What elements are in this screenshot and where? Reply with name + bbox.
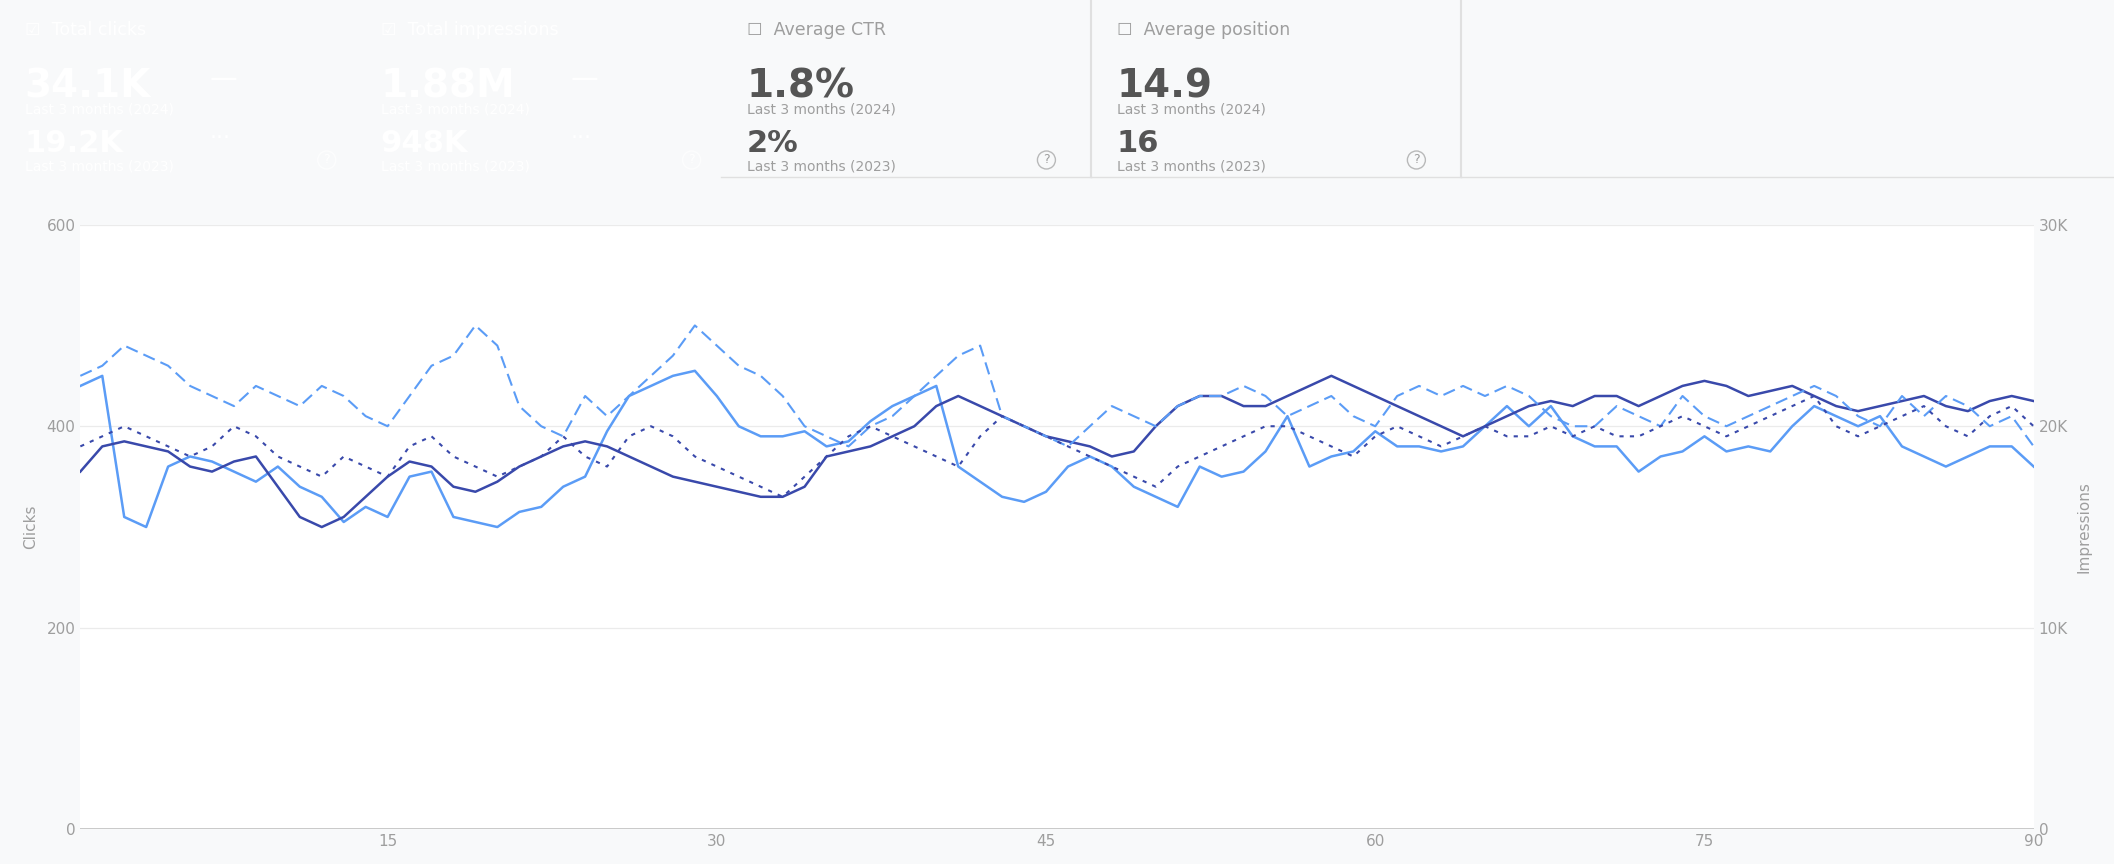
Text: ☐  Average position: ☐ Average position — [1116, 22, 1290, 39]
Text: ?: ? — [323, 154, 330, 167]
Text: Last 3 months (2023): Last 3 months (2023) — [381, 160, 531, 174]
Text: 16: 16 — [1116, 130, 1158, 158]
Text: Last 3 months (2024): Last 3 months (2024) — [746, 103, 896, 117]
Y-axis label: Impressions: Impressions — [2076, 481, 2091, 573]
Text: Last 3 months (2024): Last 3 months (2024) — [381, 103, 531, 117]
Text: ?: ? — [689, 154, 696, 167]
Text: ☐  Average CTR: ☐ Average CTR — [746, 22, 886, 39]
Text: Last 3 months (2023): Last 3 months (2023) — [25, 160, 173, 174]
Text: ···: ··· — [209, 129, 230, 149]
Text: Last 3 months (2024): Last 3 months (2024) — [25, 103, 173, 117]
Y-axis label: Clicks: Clicks — [23, 505, 38, 550]
Text: 2%: 2% — [746, 130, 799, 158]
Text: ?: ? — [1412, 154, 1421, 167]
Text: ☑  Total clicks: ☑ Total clicks — [25, 22, 146, 39]
Text: Last 3 months (2023): Last 3 months (2023) — [1116, 160, 1266, 174]
Text: 1.8%: 1.8% — [746, 67, 854, 105]
Text: 948K: 948K — [381, 130, 469, 158]
Text: —: — — [209, 65, 237, 92]
Text: 34.1K: 34.1K — [25, 67, 150, 105]
Text: Last 3 months (2024): Last 3 months (2024) — [1116, 103, 1266, 117]
Text: 1.88M: 1.88M — [381, 67, 516, 105]
Text: 14.9: 14.9 — [1116, 67, 1213, 105]
Text: ···: ··· — [571, 129, 592, 149]
Text: ?: ? — [1042, 154, 1051, 167]
Text: ☑  Total impressions: ☑ Total impressions — [381, 22, 558, 39]
Text: 19.2K: 19.2K — [25, 130, 125, 158]
Text: —: — — [571, 65, 598, 92]
Text: Last 3 months (2023): Last 3 months (2023) — [746, 160, 896, 174]
